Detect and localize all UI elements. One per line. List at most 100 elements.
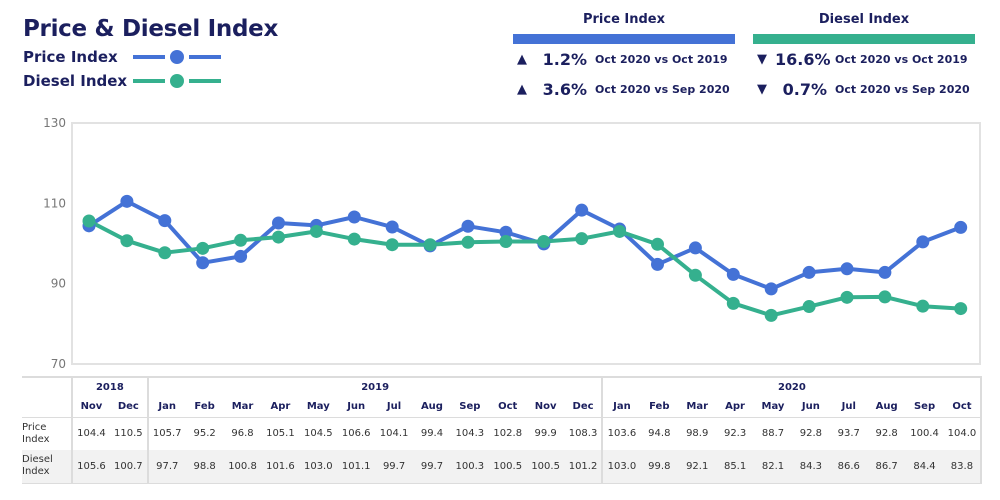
kpi-card-price: Price Index ▲ 1.2% Oct 2020 vs Oct 2019 … (513, 12, 735, 104)
table-cell: 94.8 (648, 428, 671, 440)
table-cell: 108.3 (568, 428, 598, 440)
month-header: Sep (450, 397, 489, 418)
data-point-price[interactable] (651, 257, 664, 271)
data-point-price[interactable] (347, 210, 361, 224)
data-point-diesel[interactable] (537, 234, 551, 248)
data-point-diesel[interactable] (309, 224, 323, 238)
table-cell: 99.9 (534, 428, 557, 440)
table-cell: 92.3 (723, 428, 747, 440)
table-cell: 100.7 (109, 450, 148, 484)
legend-label: Diesel Index (23, 72, 128, 90)
data-point-price[interactable] (234, 249, 248, 263)
y-axis: 70 90 110 130 (43, 116, 66, 371)
kpi-title: Diesel Index (818, 12, 910, 27)
month-header: Jul (375, 397, 414, 418)
kpi-color-bar (753, 34, 975, 44)
y-tick-label: 110 (43, 196, 66, 210)
data-point-diesel[interactable] (385, 238, 399, 252)
month-header: Nov (71, 397, 110, 418)
table-cell: 99.7 (375, 450, 414, 484)
month-header: Apr (261, 397, 300, 418)
data-point-diesel[interactable] (613, 224, 627, 238)
data-point-price[interactable] (196, 256, 210, 270)
month-header: Sep (905, 397, 944, 418)
table-cell: 101.2 (564, 450, 603, 484)
data-point-diesel[interactable] (688, 268, 702, 282)
data-point-price[interactable] (461, 219, 475, 233)
data-point-price[interactable] (158, 214, 172, 228)
data-point-diesel[interactable] (234, 233, 248, 247)
table-cell: 102.8 (493, 428, 523, 440)
table-cell: 110.5 (114, 428, 143, 440)
row-label: Diesel Index (22, 450, 72, 484)
arrow-down-icon: ▼ (757, 51, 767, 67)
kpi-card-diesel: Diesel Index ▼ 16.6% Oct 2020 vs Oct 201… (753, 12, 975, 104)
kpi-row: ▼ 16.6% Oct 2020 vs Oct 2019 (753, 44, 975, 74)
data-point-price[interactable] (878, 265, 892, 279)
data-point-diesel[interactable] (423, 238, 437, 252)
year-header: 2019 (146, 376, 603, 397)
data-point-diesel[interactable] (916, 299, 930, 313)
month-header: May (754, 397, 792, 418)
table-cell: 100.5 (488, 450, 527, 484)
table-cell: 83.8 (943, 450, 983, 484)
line-chart: 70 90 110 130 (43, 116, 981, 371)
data-point-diesel[interactable] (158, 246, 172, 260)
table-row: Price Index 104.4 110.5 105.7 95.2 96.8 105.1 1… (22, 417, 983, 450)
data-point-price[interactable] (802, 265, 816, 279)
y-tick-label: 130 (43, 116, 66, 130)
month-header: Feb (640, 397, 679, 418)
data-point-price[interactable] (272, 216, 285, 230)
data-point-price[interactable] (726, 267, 740, 281)
table-cell: 86.7 (867, 450, 906, 484)
data-point-price[interactable] (916, 235, 930, 249)
legend-label: Price Index (23, 48, 118, 66)
data-point-price[interactable] (120, 194, 134, 208)
data-point-diesel[interactable] (196, 241, 210, 255)
data-point-price[interactable] (840, 262, 854, 276)
data-point-diesel[interactable] (764, 308, 778, 322)
data-point-price[interactable] (499, 225, 513, 239)
table-cell: 104.0 (943, 417, 983, 450)
data-point-price[interactable] (764, 282, 778, 296)
data-point-diesel[interactable] (802, 300, 816, 314)
legend-line-marker-icon (133, 74, 223, 88)
data-point-diesel[interactable] (120, 234, 134, 248)
table-cell: 104.1 (379, 428, 409, 440)
data-table: 2018 2019 2020 Nov Dec Jan Feb Mar Apr May Jun Jul… (22, 376, 983, 484)
month-header: Aug (867, 397, 906, 418)
data-point-price[interactable] (385, 220, 399, 234)
data-point-diesel[interactable] (726, 296, 740, 310)
data-point-diesel[interactable] (499, 234, 513, 248)
data-point-diesel[interactable] (82, 214, 96, 228)
table-cell: 98.8 (185, 450, 224, 484)
data-point-diesel[interactable] (651, 237, 664, 251)
table-cell: 100.5 (526, 450, 565, 484)
table-cell: 101.1 (337, 450, 376, 484)
kpi-row: ▼ 0.7% Oct 2020 vs Sep 2020 (753, 74, 975, 104)
table-cell: 104.3 (455, 428, 485, 440)
data-point-price[interactable] (688, 241, 702, 255)
data-point-diesel[interactable] (347, 232, 361, 246)
table-cell: 84.3 (791, 450, 830, 484)
table-cell: 88.7 (761, 428, 785, 440)
arrow-down-icon: ▼ (757, 81, 767, 97)
table-cell: 100.4 (910, 428, 939, 440)
table-cell: 97.7 (146, 450, 186, 484)
y-tick-label: 70 (51, 357, 66, 371)
month-header: Jan (601, 397, 641, 418)
data-point-price[interactable] (575, 203, 589, 217)
data-point-diesel[interactable] (461, 235, 475, 249)
month-header: Mar (223, 397, 262, 418)
data-point-diesel[interactable] (575, 232, 589, 246)
data-point-diesel[interactable] (878, 290, 892, 304)
data-point-diesel[interactable] (272, 230, 285, 244)
table-cell: 92.1 (678, 450, 717, 484)
year-header: 2018 (71, 376, 148, 397)
data-point-diesel[interactable] (840, 290, 854, 304)
kpi-value: 0.7% (782, 79, 827, 99)
data-point-price[interactable] (954, 220, 968, 234)
table-cell: 105.7 (146, 417, 186, 450)
series-points (82, 194, 968, 322)
data-point-diesel[interactable] (954, 302, 968, 316)
